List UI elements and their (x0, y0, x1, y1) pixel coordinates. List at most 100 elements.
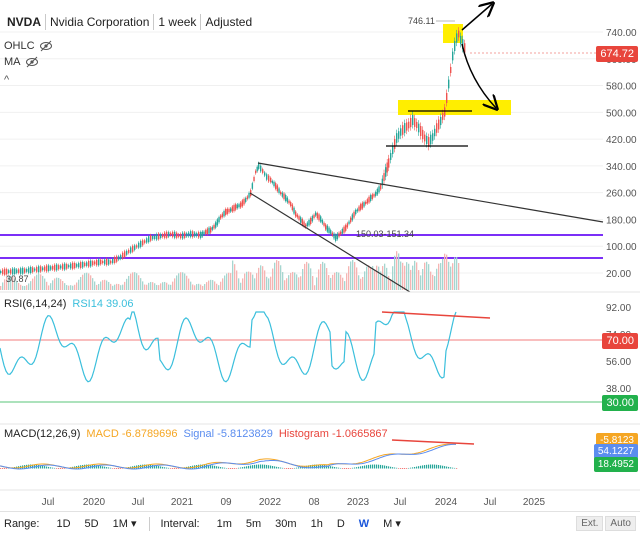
volume-bar (94, 281, 96, 290)
candle-body (358, 206, 360, 211)
candle-body (338, 232, 340, 237)
candle-body (404, 123, 406, 133)
volume-bar (216, 283, 218, 290)
volume-bar (90, 275, 92, 290)
volume-bar (226, 273, 228, 290)
volume-bar (114, 284, 116, 290)
interval-5m[interactable]: 5m (245, 517, 262, 530)
interval-label[interactable]: 1 week (154, 14, 202, 30)
macd-bar (166, 467, 168, 469)
chevron-up-icon[interactable]: ^ (4, 74, 10, 86)
macd-bar (210, 465, 212, 469)
candle-body (240, 202, 242, 208)
low-marker: 30.87 (6, 274, 29, 284)
adjust-label[interactable]: Adjusted (205, 15, 253, 29)
volume-bar (358, 275, 360, 290)
candle-body (360, 204, 362, 210)
volume-bar (202, 285, 204, 290)
macd-bar (398, 468, 400, 469)
candle-body (386, 162, 388, 173)
macd-bar (296, 467, 298, 469)
volume-bar (88, 273, 90, 290)
eye-off-icon[interactable] (39, 40, 53, 52)
volume-bar (422, 268, 424, 290)
range-1m[interactable]: 1M ▾ (112, 518, 137, 530)
ext-button[interactable]: Ext. (576, 516, 604, 531)
volume-bar (430, 271, 432, 290)
macd-bar (100, 465, 102, 469)
price-tick: 20.00 (606, 269, 631, 280)
candle-body (142, 240, 144, 246)
macd-bar (230, 468, 232, 469)
ohlc-indicator[interactable]: OHLC (4, 40, 53, 52)
macd-bar (356, 467, 358, 469)
candle-body (106, 259, 108, 265)
candle-body (203, 231, 205, 235)
macd-bar (274, 466, 276, 469)
volume-bar (398, 253, 400, 290)
candle-body (98, 259, 100, 266)
time-axis: Jul 2020 Jul 2021 09 2022 08 2023 Jul 2024 Jul 2025 (42, 497, 546, 508)
candle-body (351, 214, 354, 221)
volume-bar (258, 267, 260, 290)
scale-toggles: Ext. Auto (576, 516, 636, 531)
interval-30m[interactable]: 30m (275, 517, 297, 530)
volume-bar (86, 272, 88, 290)
interval-w[interactable]: W (358, 517, 370, 530)
candle-body (70, 263, 72, 269)
macd-bar (364, 465, 366, 469)
macd-bar (332, 466, 334, 469)
macd-divergence (391, 439, 475, 445)
macd-bar (314, 464, 316, 469)
interval-d[interactable]: D (336, 517, 345, 530)
price-tick: 180.00 (606, 215, 637, 226)
macd-bar (52, 467, 54, 469)
candle-body (260, 165, 262, 172)
macd-bar (268, 465, 270, 469)
volume-bar (256, 273, 258, 290)
macd-bar (310, 465, 312, 469)
volume-bar (118, 284, 120, 290)
candle-body (186, 233, 188, 237)
volume-bar (278, 261, 280, 290)
ma-indicator[interactable]: MA (4, 56, 39, 68)
volume-bar (32, 278, 34, 290)
volume-bar (156, 284, 158, 290)
interval-1h[interactable]: 1h (310, 517, 323, 530)
volume-bar (310, 268, 312, 290)
macd-bar (388, 466, 390, 469)
macd-bar (224, 467, 226, 469)
candle-body (233, 205, 235, 211)
candle-body (210, 227, 212, 233)
macd-bar (432, 464, 434, 469)
macd-bar (284, 468, 286, 469)
range-5d[interactable]: 5D (84, 517, 99, 530)
macd-bar (0, 468, 2, 469)
time-tick: 2024 (435, 497, 458, 508)
candle-body (256, 166, 258, 172)
candle-body (402, 125, 404, 135)
macd-bar (262, 464, 264, 469)
candle-body (156, 233, 158, 240)
volume-bar (280, 265, 282, 290)
rsi-tick: 56.00 (606, 357, 631, 368)
auto-button[interactable]: Auto (605, 516, 636, 531)
volume-bar (458, 263, 460, 290)
candle-body (420, 126, 422, 136)
volume-bar (316, 277, 318, 290)
volume-bar (388, 275, 390, 290)
macd-bar (104, 466, 106, 469)
eye-off-icon[interactable] (25, 56, 39, 68)
candle-body (450, 66, 452, 74)
interval-1m[interactable]: 1m (216, 517, 232, 530)
interval-m[interactable]: M ▾ (383, 518, 401, 530)
volume-bar (294, 272, 296, 290)
candle-body (353, 211, 355, 218)
macd-bar (294, 467, 296, 469)
volume-bar (64, 283, 66, 290)
volume-bar (356, 267, 358, 290)
macd-bar (28, 464, 30, 469)
range-1d[interactable]: 1D (56, 517, 71, 530)
candle-body (164, 232, 166, 238)
